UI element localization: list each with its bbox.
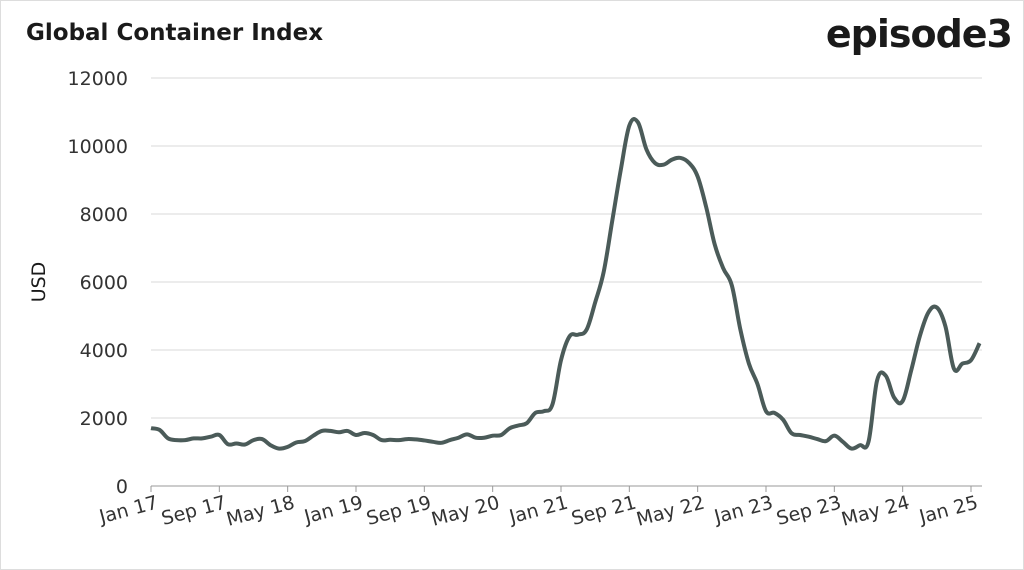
y-tick-label: 6000 [80, 272, 128, 294]
y-axis-label: USD [28, 262, 50, 303]
y-tick-label: 8000 [80, 204, 128, 226]
y-tick-label: 2000 [80, 408, 128, 430]
y-tick-label: 0 [116, 476, 128, 498]
y-tick-label: 12000 [68, 68, 128, 90]
logo: episode3 [826, 12, 1012, 56]
y-tick-label: 4000 [80, 340, 128, 362]
data-line [150, 117, 982, 451]
y-tick-label: 10000 [68, 136, 128, 158]
chart-title: Global Container Index [26, 20, 323, 46]
